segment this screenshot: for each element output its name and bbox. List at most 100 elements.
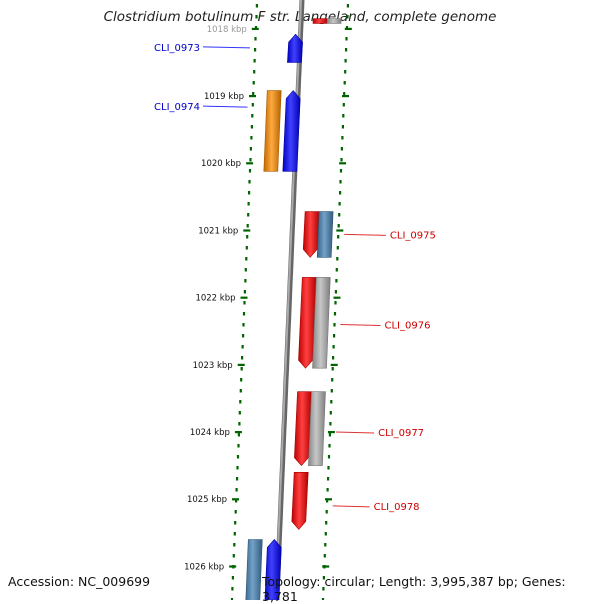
gene-feature-fwd-outer[interactable] <box>263 90 282 172</box>
gene-label-leader <box>332 505 370 508</box>
inner-ring-dot <box>244 279 247 283</box>
gene-feature-rev-outer[interactable] <box>294 391 312 467</box>
gene-feature-rev-inner[interactable] <box>326 18 342 24</box>
kbp-tick-label: 1022 kbp <box>195 294 235 304</box>
inner-ring-dot <box>233 543 236 547</box>
inner-ring-dot <box>235 488 238 492</box>
outer-ring-dot <box>337 235 340 239</box>
inner-ring-dot <box>234 521 237 525</box>
gene-feature-fwd-inner[interactable] <box>282 90 301 172</box>
gene-label[interactable]: CLI_0974 <box>154 102 200 113</box>
inner-ring-dot <box>247 213 250 217</box>
inner-ring-dot <box>241 345 244 349</box>
inner-ring-dot <box>243 290 246 294</box>
gene-label-leader <box>202 46 251 49</box>
kbp-tick-mark <box>251 27 259 30</box>
outer-ring-dot <box>342 114 345 118</box>
inner-ring-dot <box>233 532 236 536</box>
inner-ring-dot <box>242 334 245 338</box>
inner-ring-dot <box>238 411 241 415</box>
outer-ring-dot <box>346 15 349 19</box>
gene-feature-rev-outer[interactable] <box>298 277 317 369</box>
outer-ring-dot <box>328 444 331 448</box>
inner-ring-dot <box>236 477 239 481</box>
kbp-tick-label: 1024 kbp <box>190 428 230 438</box>
inner-ring-dot <box>244 268 247 272</box>
kbp-tick-mark-outer <box>333 296 341 299</box>
kbp-tick-mark <box>237 363 245 366</box>
kbp-tick-mark-outer <box>344 27 352 30</box>
inner-ring-dot <box>252 81 255 85</box>
inner-ring-dot <box>240 367 243 371</box>
kbp-tick-mark-outer <box>322 565 330 568</box>
outer-ring-dot <box>327 455 331 459</box>
outer-ring-dot <box>332 356 335 360</box>
kbp-tick-mark-outer <box>339 162 347 165</box>
kbp-tick-label: 1025 kbp <box>187 495 227 505</box>
inner-ring-dot <box>248 191 251 195</box>
outer-ring-dot <box>322 587 325 591</box>
outer-ring-dot <box>343 92 346 96</box>
inner-ring-dot <box>249 147 252 151</box>
outer-ring-dot <box>340 158 343 162</box>
inner-ring-dot <box>246 224 249 228</box>
kbp-tick-label: 1026 kbp <box>184 562 224 572</box>
gene-feature-fwd-inner[interactable] <box>264 539 282 601</box>
inner-ring-dot <box>231 576 234 580</box>
outer-ring-dot <box>324 543 327 547</box>
outer-ring-dot <box>336 246 339 250</box>
outer-ring-dot <box>339 180 342 184</box>
outer-ring-dot <box>343 81 346 85</box>
outer-ring-dot <box>344 70 347 74</box>
outer-ring-dot <box>329 422 332 426</box>
kbp-tick-mark-outer <box>325 498 332 501</box>
outer-ring-dot <box>345 37 348 41</box>
kbp-tick-mark-outer <box>327 431 335 434</box>
outer-ring-dot <box>325 521 328 525</box>
gene-label-leader <box>340 324 381 326</box>
inner-ring-dot <box>245 257 248 261</box>
kbp-tick-mark <box>249 95 256 98</box>
gene-label[interactable]: CLI_0978 <box>374 502 420 513</box>
inner-ring-dot <box>238 422 241 426</box>
outer-ring-dot <box>324 532 327 536</box>
gene-feature-fwd-inner[interactable] <box>287 33 303 63</box>
inner-ring-dot <box>232 554 235 558</box>
outer-ring-dot <box>340 147 343 151</box>
kbp-tick-mark <box>240 296 248 299</box>
gene-label[interactable]: CLI_0976 <box>385 321 431 332</box>
outer-ring-dot <box>323 554 326 558</box>
gene-label[interactable]: CLI_0977 <box>378 428 424 439</box>
kbp-tick-mark-outer <box>330 363 338 366</box>
outer-ring-dot <box>330 400 333 404</box>
outer-ring-dot <box>329 411 332 415</box>
outer-ring-dot <box>334 290 337 294</box>
gene-feature-rev-inner[interactable] <box>316 211 334 258</box>
inner-ring-dot <box>231 587 234 591</box>
kbp-tick-label: 1023 kbp <box>193 361 233 371</box>
gene-feature-rev-inner[interactable] <box>312 277 331 369</box>
inner-ring-dot <box>230 598 234 600</box>
gene-label[interactable]: CLI_0975 <box>390 230 436 241</box>
gene-label[interactable]: CLI_0973 <box>154 43 200 54</box>
inner-ring-dot <box>239 400 242 404</box>
outer-ring-dot <box>333 334 336 338</box>
kbp-tick-mark <box>243 229 251 232</box>
gene-feature-fwd-outer[interactable] <box>245 539 263 601</box>
gene-feature-rev-outer[interactable] <box>291 471 309 530</box>
kbp-tick-label: 1020 kbp <box>201 159 241 169</box>
outer-ring-dot <box>341 125 344 129</box>
gene-feature-rev-outer[interactable] <box>302 211 320 258</box>
gene-feature-rev-outer[interactable] <box>312 18 328 24</box>
gene-feature-rev-inner[interactable] <box>308 391 326 466</box>
outer-ring-dot <box>339 191 342 195</box>
outer-ring-dot <box>327 477 330 481</box>
outer-ring-dot <box>337 224 340 228</box>
outer-ring-dot <box>328 433 331 437</box>
outer-ring-dot <box>333 312 337 316</box>
inner-ring-dot <box>255 4 258 8</box>
outer-ring-dot <box>345 26 349 30</box>
kbp-tick-mark <box>246 162 254 165</box>
inner-ring-dot <box>254 26 258 30</box>
inner-ring-dot <box>248 180 251 184</box>
